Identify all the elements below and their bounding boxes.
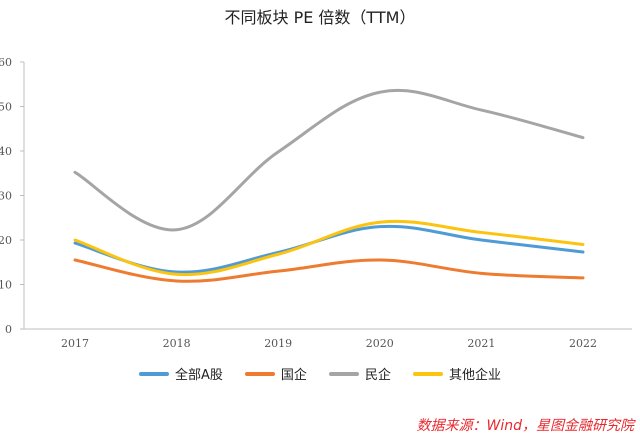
x-tick-label: 2017	[61, 337, 89, 350]
y-tick-label: 60	[0, 56, 12, 69]
x-tick-label: 2019	[264, 337, 292, 350]
y-tick-label: 10	[0, 279, 12, 292]
y-tick-label: 0	[5, 323, 12, 336]
y-tick-label: 20	[0, 234, 12, 247]
legend-item: 其他企业	[412, 364, 501, 383]
y-tick-label: 50	[0, 101, 12, 114]
legend-item: 全部A股	[139, 364, 223, 383]
x-tick-label: 2018	[163, 337, 191, 350]
source-note: 数据来源：Wind，星图金融研究院	[416, 418, 635, 434]
legend-label: 国企	[280, 368, 307, 383]
legend-swatch	[328, 371, 359, 376]
legend-swatch	[139, 371, 170, 376]
series-line-4	[73, 219, 585, 277]
legend-item: 民企	[328, 364, 391, 383]
legend: 全部A股 国企 民企 其他企业	[0, 364, 640, 383]
legend-item: 国企	[244, 364, 307, 383]
legend-swatch	[412, 371, 443, 376]
legend-swatch	[244, 371, 275, 376]
legend-label: 全部A股	[175, 368, 223, 383]
y-tick-label: 30	[0, 190, 12, 203]
series-line-2	[73, 258, 585, 283]
chart-title: 不同板块 PE 倍数（TTM）	[224, 8, 416, 27]
legend-label: 其他企业	[448, 368, 501, 383]
x-tick-label: 2022	[569, 337, 597, 350]
legend-label: 民企	[364, 368, 391, 383]
y-tick-label: 40	[0, 145, 12, 158]
x-tick-label: 2021	[467, 337, 495, 350]
x-tick-label: 2020	[366, 337, 394, 350]
series-line-3	[73, 88, 585, 232]
